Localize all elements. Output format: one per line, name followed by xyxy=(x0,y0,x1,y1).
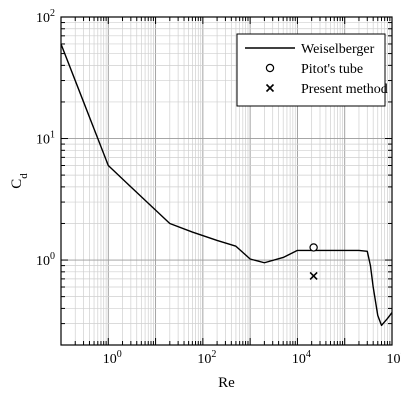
legend-box xyxy=(236,33,386,107)
axis-ticks: 100 102 104 106 100 101 102 xyxy=(36,8,401,367)
y-axis-label: Cd xyxy=(9,173,30,189)
y-tick-label: 101 xyxy=(36,130,55,148)
legend-swatch-1 xyxy=(265,63,275,73)
y-tick-label: 102 xyxy=(36,8,55,26)
legend-label-1: Pitot's tube xyxy=(301,62,363,77)
legend-label-0: Weiselberger xyxy=(301,42,375,57)
marker-stroke xyxy=(265,83,275,93)
x-tick-label: 100 xyxy=(103,349,122,367)
x-tick-label: 102 xyxy=(197,349,216,367)
plot-frame xyxy=(60,16,393,346)
y-axis-label-subscript: d xyxy=(18,173,30,179)
x-tick-label: 106 xyxy=(387,349,401,367)
x-axis-label: Re xyxy=(218,375,235,391)
legend: Weiselberger Pitot's tube Present method xyxy=(236,33,388,107)
series-point-1 xyxy=(309,243,318,252)
x-tick-label: 104 xyxy=(292,349,311,367)
y-axis-label-base: C xyxy=(9,179,25,189)
legend-label-2: Present method xyxy=(301,82,388,97)
y-tick-label: 100 xyxy=(36,251,55,269)
series-line-0 xyxy=(60,43,393,327)
plot-series xyxy=(60,43,393,327)
legend-swatch-2 xyxy=(265,83,275,93)
series-point-2 xyxy=(309,271,318,281)
marker-stroke xyxy=(309,271,318,281)
